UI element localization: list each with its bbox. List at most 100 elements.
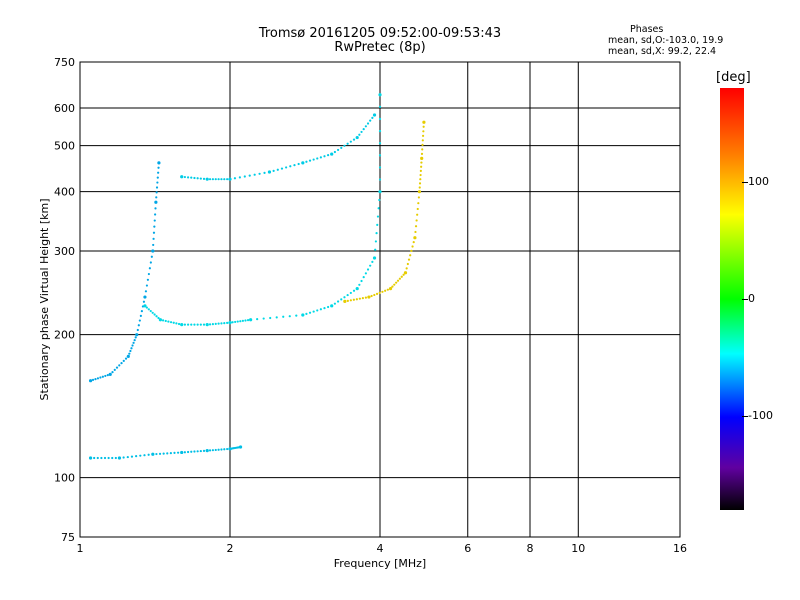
data-point: [419, 169, 422, 172]
data-point: [208, 323, 212, 326]
y-tick-label: 200: [54, 329, 75, 342]
data-point: [346, 142, 349, 145]
data-point: [378, 166, 382, 169]
data-point: [249, 318, 253, 322]
data-point: [308, 159, 312, 162]
data-point: [236, 320, 239, 323]
data-point: [417, 190, 422, 194]
y-tick-label: 400: [54, 186, 75, 199]
data-point: [223, 322, 226, 325]
data-point: [220, 322, 223, 325]
data-point: [214, 448, 217, 452]
data-point: [364, 296, 367, 299]
data-point: [88, 379, 93, 383]
data-point: [375, 292, 379, 295]
data-point: [151, 452, 155, 456]
data-point: [241, 319, 244, 322]
data-point: [414, 230, 417, 234]
data-point: [422, 130, 425, 133]
data-point: [157, 316, 160, 320]
data-point: [421, 148, 424, 151]
data-point: [364, 125, 367, 128]
data-point: [360, 130, 363, 134]
data-point: [295, 314, 298, 317]
data-point: [305, 160, 308, 163]
data-point: [147, 308, 150, 311]
data-point: [217, 178, 220, 181]
data-point: [183, 451, 186, 454]
data-point: [154, 213, 157, 216]
data-point: [135, 333, 139, 337]
data-point: [107, 456, 110, 460]
data-point: [166, 452, 169, 455]
data-point: [415, 219, 418, 222]
data-point: [169, 321, 173, 324]
colorbar-tick-mark: [742, 181, 748, 183]
data-point: [186, 176, 190, 179]
data-point: [388, 287, 393, 291]
data-point: [228, 177, 232, 181]
data-point: [403, 271, 408, 275]
data-point: [371, 260, 374, 263]
data-point: [293, 164, 296, 167]
data-point: [135, 455, 138, 458]
data-point: [349, 140, 352, 143]
data-point: [120, 362, 123, 365]
data-point: [186, 323, 190, 326]
data-point: [378, 142, 382, 145]
data-point: [183, 175, 186, 179]
data-point: [111, 371, 114, 374]
data-point: [208, 178, 212, 181]
data-point: [155, 191, 158, 194]
data-point: [336, 148, 340, 152]
colorbar-tick-label: 0: [748, 292, 755, 305]
data-point: [326, 154, 330, 157]
data-point: [208, 449, 212, 452]
data-point: [346, 293, 349, 297]
colorbar-label: [deg]: [716, 70, 751, 85]
data-point: [131, 344, 134, 347]
data-point: [372, 256, 377, 260]
data-point: [308, 311, 312, 314]
data-point: [362, 128, 365, 131]
data-point: [148, 267, 151, 270]
x-tick-label: 16: [673, 542, 687, 555]
x-tick-label: 6: [464, 542, 471, 555]
data-point: [193, 176, 196, 180]
data-point: [149, 261, 152, 264]
data-point: [217, 322, 220, 325]
data-point: [301, 313, 305, 317]
data-point: [371, 116, 374, 119]
data-point: [139, 314, 142, 317]
data-point: [285, 166, 288, 169]
data-point: [349, 299, 352, 302]
data-point: [115, 366, 119, 369]
data-point: [362, 276, 365, 279]
data-point: [196, 323, 199, 326]
data-point: [101, 375, 104, 378]
data-point: [118, 364, 121, 367]
data-point: [378, 93, 382, 97]
data-point: [411, 245, 414, 248]
data-point: [94, 378, 97, 381]
data-point: [155, 315, 158, 318]
data-point: [319, 308, 322, 311]
colorbar: [720, 88, 744, 510]
data-point: [422, 125, 425, 128]
data-point: [113, 368, 116, 371]
data-point: [378, 105, 382, 108]
data-point: [412, 240, 415, 244]
data-point: [343, 296, 346, 299]
data-point: [231, 321, 234, 324]
data-point: [205, 322, 209, 327]
data-point: [130, 455, 134, 458]
data-point: [256, 318, 259, 321]
data-point: [398, 277, 401, 280]
data-point: [223, 448, 226, 451]
data-point: [132, 341, 135, 344]
data-point: [416, 207, 419, 211]
data-point: [352, 289, 356, 292]
data-point: [343, 144, 346, 147]
data-point: [374, 240, 377, 243]
